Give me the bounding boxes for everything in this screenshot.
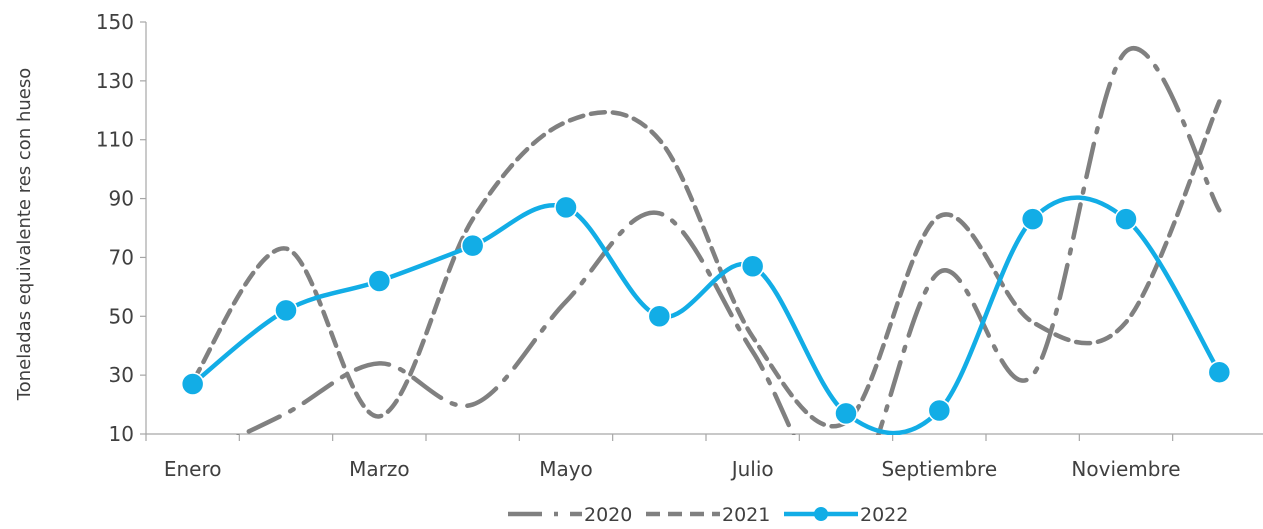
axes: 10 30 50 70 90 110 130 150 Enero Marzo Mayo Julio Se…	[14, 10, 1263, 481]
y-tick-label: 10	[109, 422, 134, 446]
x-tick-label: Enero	[164, 457, 222, 481]
data-point-2022-8	[927, 398, 952, 423]
x-tick-label: Marzo	[349, 457, 409, 481]
legend-marker-2022	[814, 507, 828, 521]
data-point-2022-10	[1114, 207, 1138, 231]
series-2020	[235, 46, 1222, 435]
y-tick-label: 90	[109, 187, 134, 211]
y-tick-label: 70	[109, 245, 134, 269]
x-tick-label: Septiembre	[881, 457, 997, 481]
y-tick-label: 130	[96, 69, 134, 93]
x-tick-label: Noviembre	[1071, 457, 1180, 481]
legend-label-2021: 2021	[722, 504, 770, 526]
legend-label-2020: 2020	[584, 504, 632, 526]
data-point-2022-2	[367, 269, 392, 293]
data-point-2022-11	[1207, 360, 1232, 384]
series-layer	[180, 46, 1232, 435]
data-point-2022-3	[460, 233, 485, 258]
data-point-2022-0	[180, 372, 205, 396]
data-point-2022-4	[554, 195, 578, 220]
x-tick-label: Julio	[730, 457, 774, 481]
data-point-2022-5	[647, 304, 672, 329]
series-line-2021	[190, 99, 1222, 429]
x-tick-label: Mayo	[539, 457, 593, 481]
y-tick-label: 150	[96, 10, 134, 34]
legend-label-2022: 2022	[860, 504, 908, 526]
series-2021	[190, 99, 1222, 429]
y-axis-title: Toneladas equivalente res con hueso	[14, 68, 35, 401]
y-tick-label: 110	[96, 128, 134, 152]
data-point-2022-1	[274, 298, 298, 323]
y-tick-label: 30	[109, 363, 134, 387]
series-line-2020	[235, 46, 1222, 435]
legend: 2020 2021 2022	[508, 504, 908, 526]
data-point-2022-7	[834, 401, 858, 426]
y-tick-label: 50	[109, 304, 134, 328]
data-point-2022-6	[740, 254, 765, 279]
data-point-2022-9	[1020, 207, 1045, 231]
